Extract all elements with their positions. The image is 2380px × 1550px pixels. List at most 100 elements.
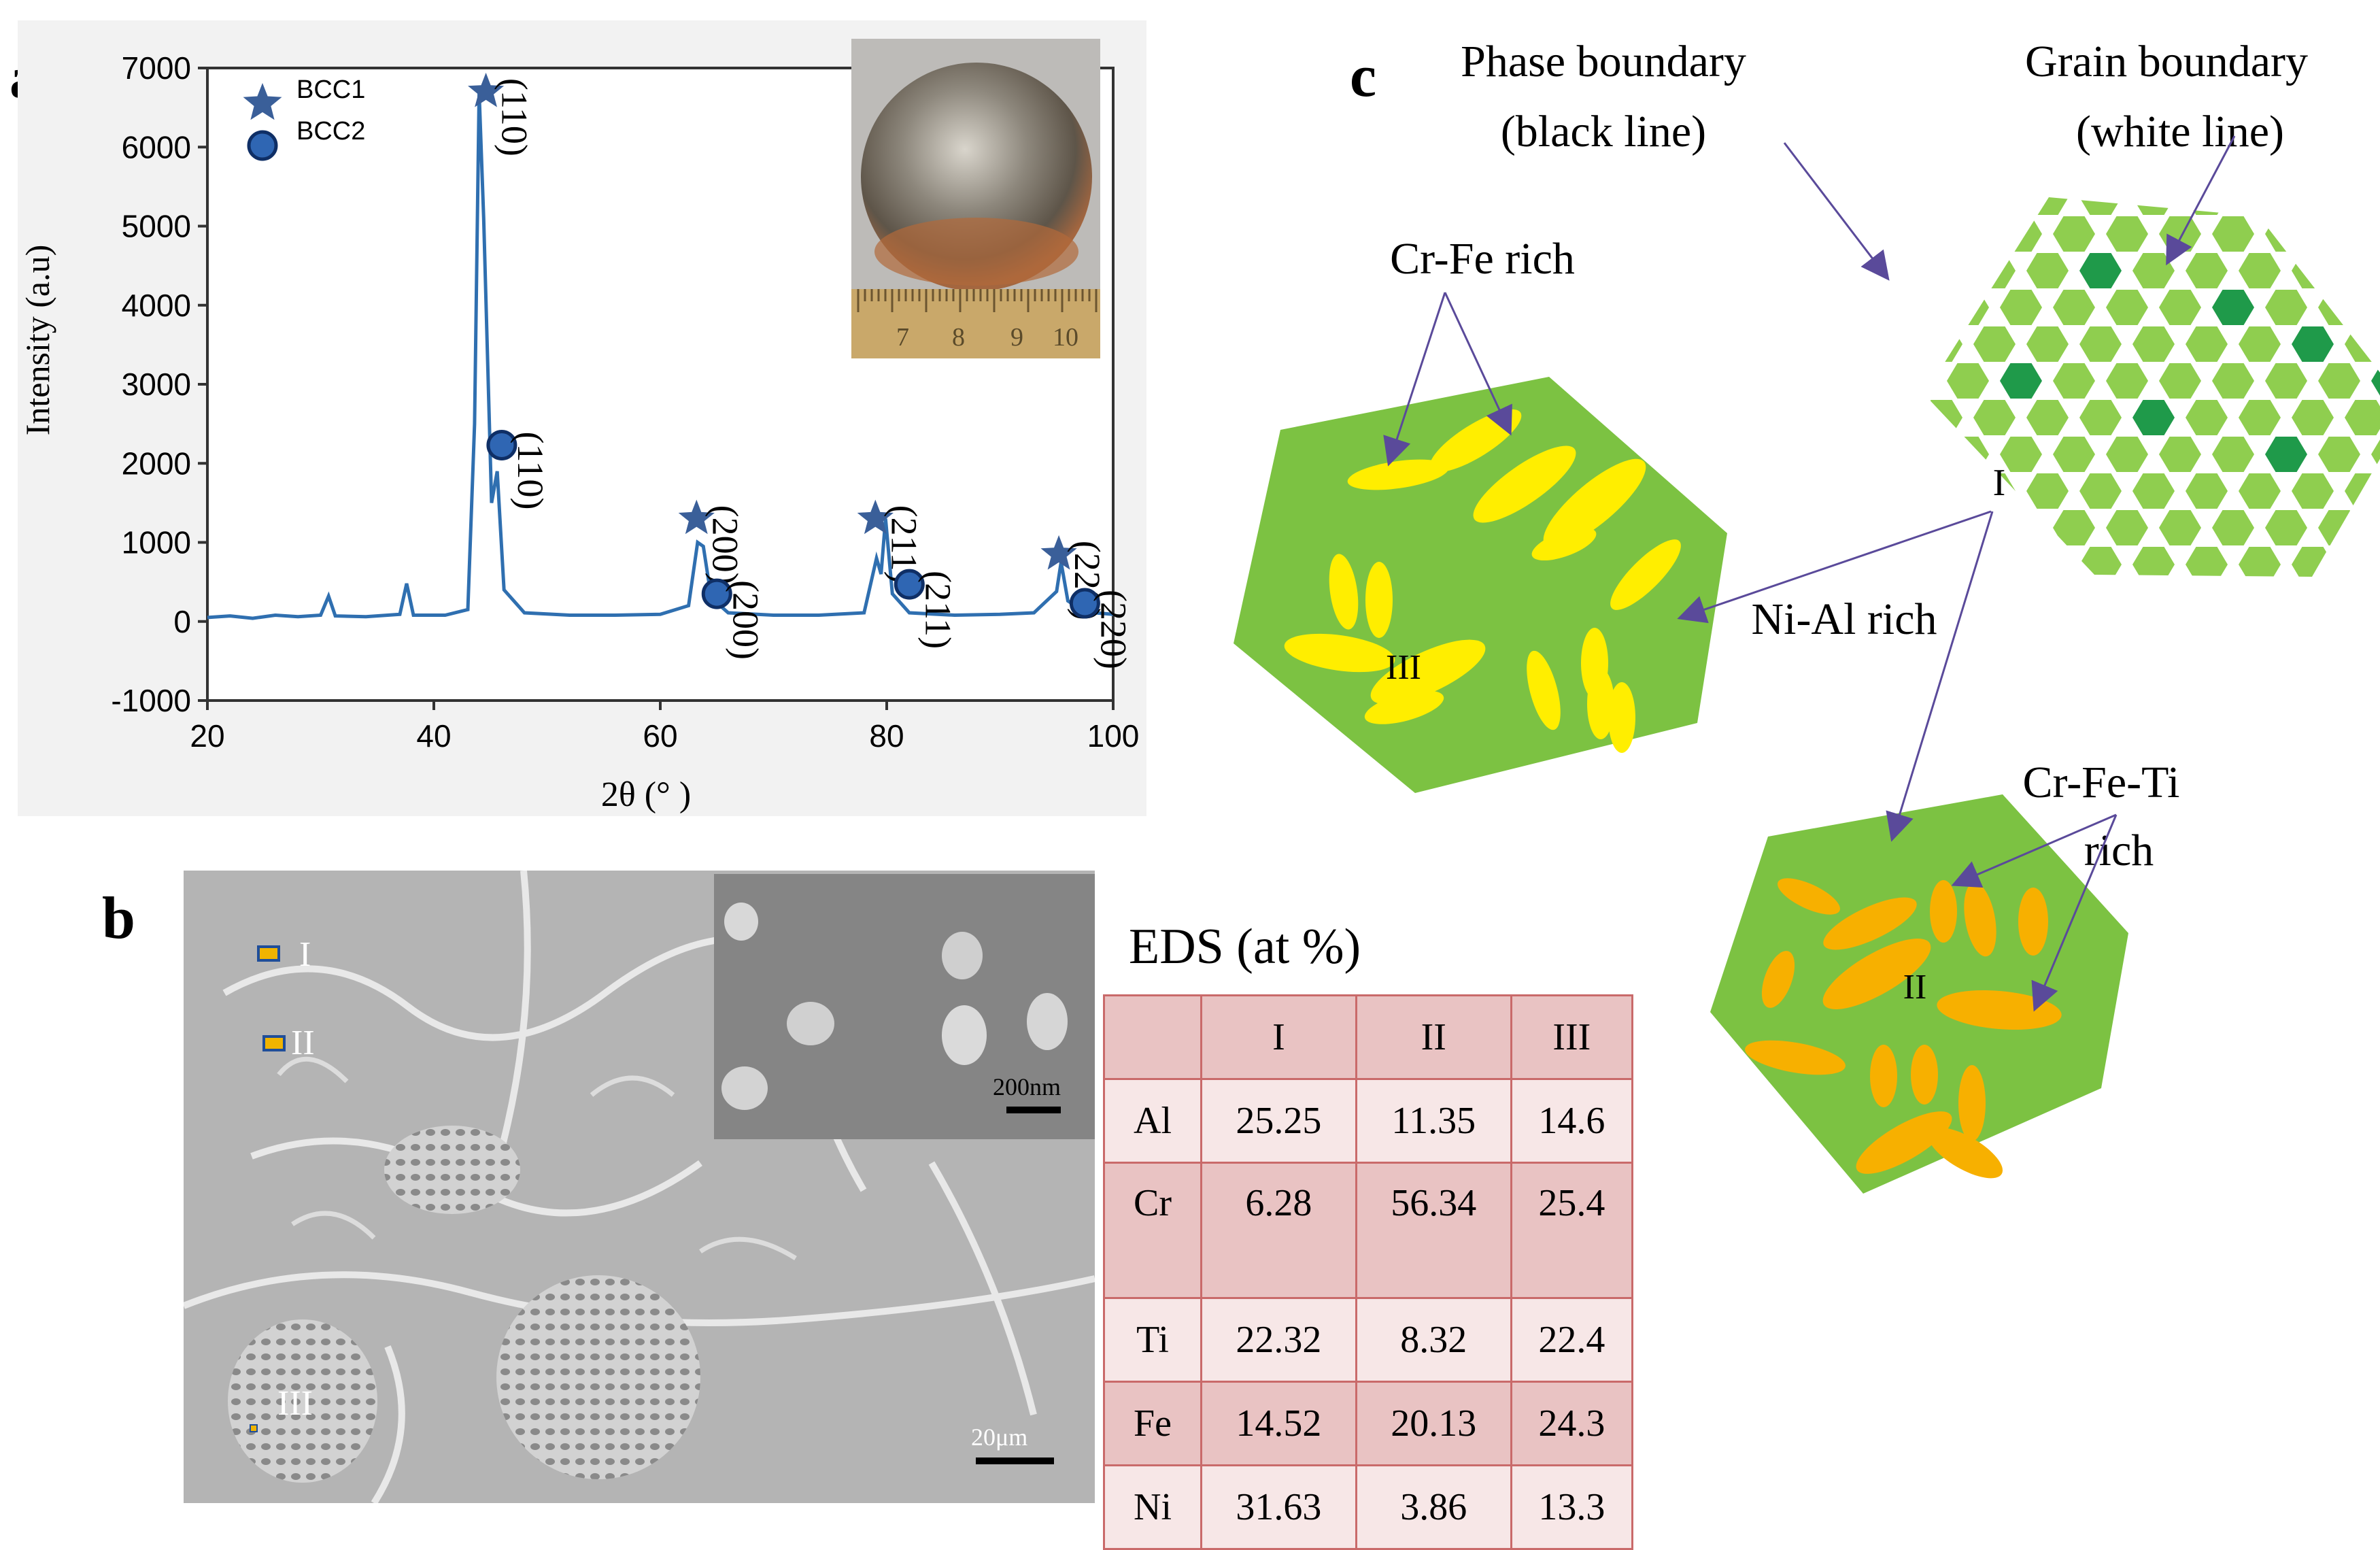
matrix-grain [2265, 510, 2307, 545]
matrix-grain [2292, 197, 2334, 215]
eds-cell: 6.28 [1200, 1162, 1357, 1299]
eds-header-cell: II [1355, 994, 1512, 1080]
matrix-grain [2292, 473, 2334, 509]
grain-boundary-sublabel: (white line) [2076, 107, 2284, 156]
panel-label-b: b [102, 886, 135, 951]
eds-cell: 20.13 [1355, 1381, 1512, 1466]
cr-fe-precipitates [1284, 409, 1681, 753]
bcc2-circle-icon [701, 578, 732, 609]
matrix-grain [2079, 326, 2122, 362]
matrix-grain [2186, 400, 2228, 435]
eds-cell: 13.3 [1510, 1464, 1634, 1550]
eds-cell: 14.6 [1510, 1078, 1634, 1164]
peak-label-bcc2: (110) [510, 432, 551, 510]
eds-row-fe: Fe 14.52 20.13 24.3 [1103, 1381, 1634, 1466]
matrix-grain [2371, 510, 2380, 545]
matrix-grain [2079, 473, 2122, 509]
eds-row-cr: Cr 6.28 56.34 25.4 [1103, 1162, 1634, 1299]
matrix-grain [2106, 290, 2148, 325]
x-tick-label: 20 [190, 718, 224, 754]
x-tick-label: 80 [869, 718, 904, 754]
matrix-grain [2106, 437, 2148, 472]
matrix-grain [2159, 510, 2201, 545]
bcc1-star-icon [1040, 535, 1077, 570]
matrix-grain [1924, 253, 1962, 288]
phase-grain [2345, 253, 2380, 288]
eds-element: Cr [1103, 1162, 1202, 1299]
bcc1-star-icon [468, 72, 505, 107]
eds-row-al: Al 25.25 11.35 14.6 [1103, 1078, 1634, 1164]
peak-label-bcc2: (200) [725, 580, 766, 660]
peak-label-bcc2: (211) [917, 571, 958, 649]
legend: BCC1 BCC2 [243, 75, 365, 161]
cr-fe-ti-rich-sublabel: rich [2084, 826, 2154, 875]
ni-al-rich-label: Ni-Al rich [1751, 594, 1937, 644]
phase-grain [2079, 253, 2122, 288]
region-iii-marker [250, 1424, 258, 1432]
phase-grain [2239, 197, 2281, 215]
peak-label-bcc1: (200) [704, 505, 745, 585]
matrix-grain [2265, 363, 2307, 399]
ruler-label-7: 7 [896, 323, 909, 352]
matrix-grain [2053, 363, 2095, 399]
y-tick-label: 2000 [122, 445, 191, 481]
matrix-grain [2079, 400, 2122, 435]
eds-cell: 11.35 [1355, 1078, 1512, 1164]
matrix-grain [2106, 216, 2148, 252]
y-tick-label: 7000 [122, 50, 191, 86]
region-ii-marker [262, 1035, 286, 1051]
region-iii-label: III [277, 1384, 313, 1423]
x-tick-label: 100 [1087, 718, 1140, 754]
eds-cell: 25.25 [1200, 1078, 1357, 1164]
grain-schematic-cr-fe-ti: II [1710, 794, 2128, 1194]
phase-grain [2212, 290, 2254, 325]
matrix-grain [2132, 326, 2175, 362]
matrix-grain [2132, 253, 2175, 288]
matrix-grain [2186, 473, 2228, 509]
eutectic-colony [496, 1275, 700, 1479]
matrix-grain [2345, 400, 2380, 435]
matrix-grain [2053, 216, 2095, 252]
eds-cell: 8.32 [1355, 1297, 1512, 1383]
matrix-grain [2186, 326, 2228, 362]
cr-fe-ti-precipitates [1745, 878, 2062, 1179]
legend-label-bcc2: BCC2 [296, 117, 365, 146]
region-iii-area [228, 1319, 377, 1483]
matrix-grain [2318, 437, 2360, 472]
matrix-grain [2345, 197, 2380, 215]
matrix-grain [2371, 216, 2380, 252]
matrix-grain [2106, 363, 2148, 399]
y-tick-label: -1000 [111, 683, 191, 718]
eds-cell: 14.52 [1200, 1381, 1357, 1466]
eds-header-cell: III [1510, 994, 1634, 1080]
eds-cell: 22.4 [1510, 1297, 1634, 1383]
matrix-grain [2186, 197, 2228, 215]
eds-cell: 31.63 [1200, 1464, 1357, 1550]
phase-grain [2000, 363, 2042, 399]
region-i-schematic-label: I [1993, 462, 2006, 504]
phase-grain [2265, 437, 2307, 472]
bcc2-circle-icon [894, 569, 925, 600]
y-tick-label: 5000 [122, 209, 191, 244]
ruler-label-10: 10 [1053, 323, 1078, 352]
eds-table: I II III Al 25.25 11.35 14.6 Cr 6.28 56.… [1103, 994, 1634, 1550]
matrix-grain [2159, 363, 2201, 399]
bcc1-star-icon [678, 499, 715, 535]
region-i-label: I [299, 935, 311, 974]
eds-header-cell [1103, 994, 1202, 1080]
matrix-grain [1924, 547, 1962, 577]
sem-micrograph: 200nm 20μm I II III [184, 871, 1095, 1503]
matrix-grain [2212, 363, 2254, 399]
arrow-cr-fe-ti-1 [1951, 813, 2117, 888]
matrix-grain [2239, 473, 2281, 509]
microstructure-schematic: Phase boundary (black line) Grain bounda… [1234, 37, 2380, 1194]
matrix-grain [2026, 400, 2069, 435]
matrix-grain [2159, 437, 2201, 472]
y-tick-label: 4000 [122, 288, 191, 323]
legend-bcc2-circle-icon [247, 130, 278, 161]
eutectic-colony-small [384, 1126, 520, 1214]
arrow-cr-fe-ti-2 [2031, 814, 2118, 1012]
phase-boundary-label: Phase boundary [1461, 37, 1746, 86]
phase-boundary-sublabel: (black line) [1501, 107, 1706, 156]
phase-grain [1947, 216, 1989, 252]
